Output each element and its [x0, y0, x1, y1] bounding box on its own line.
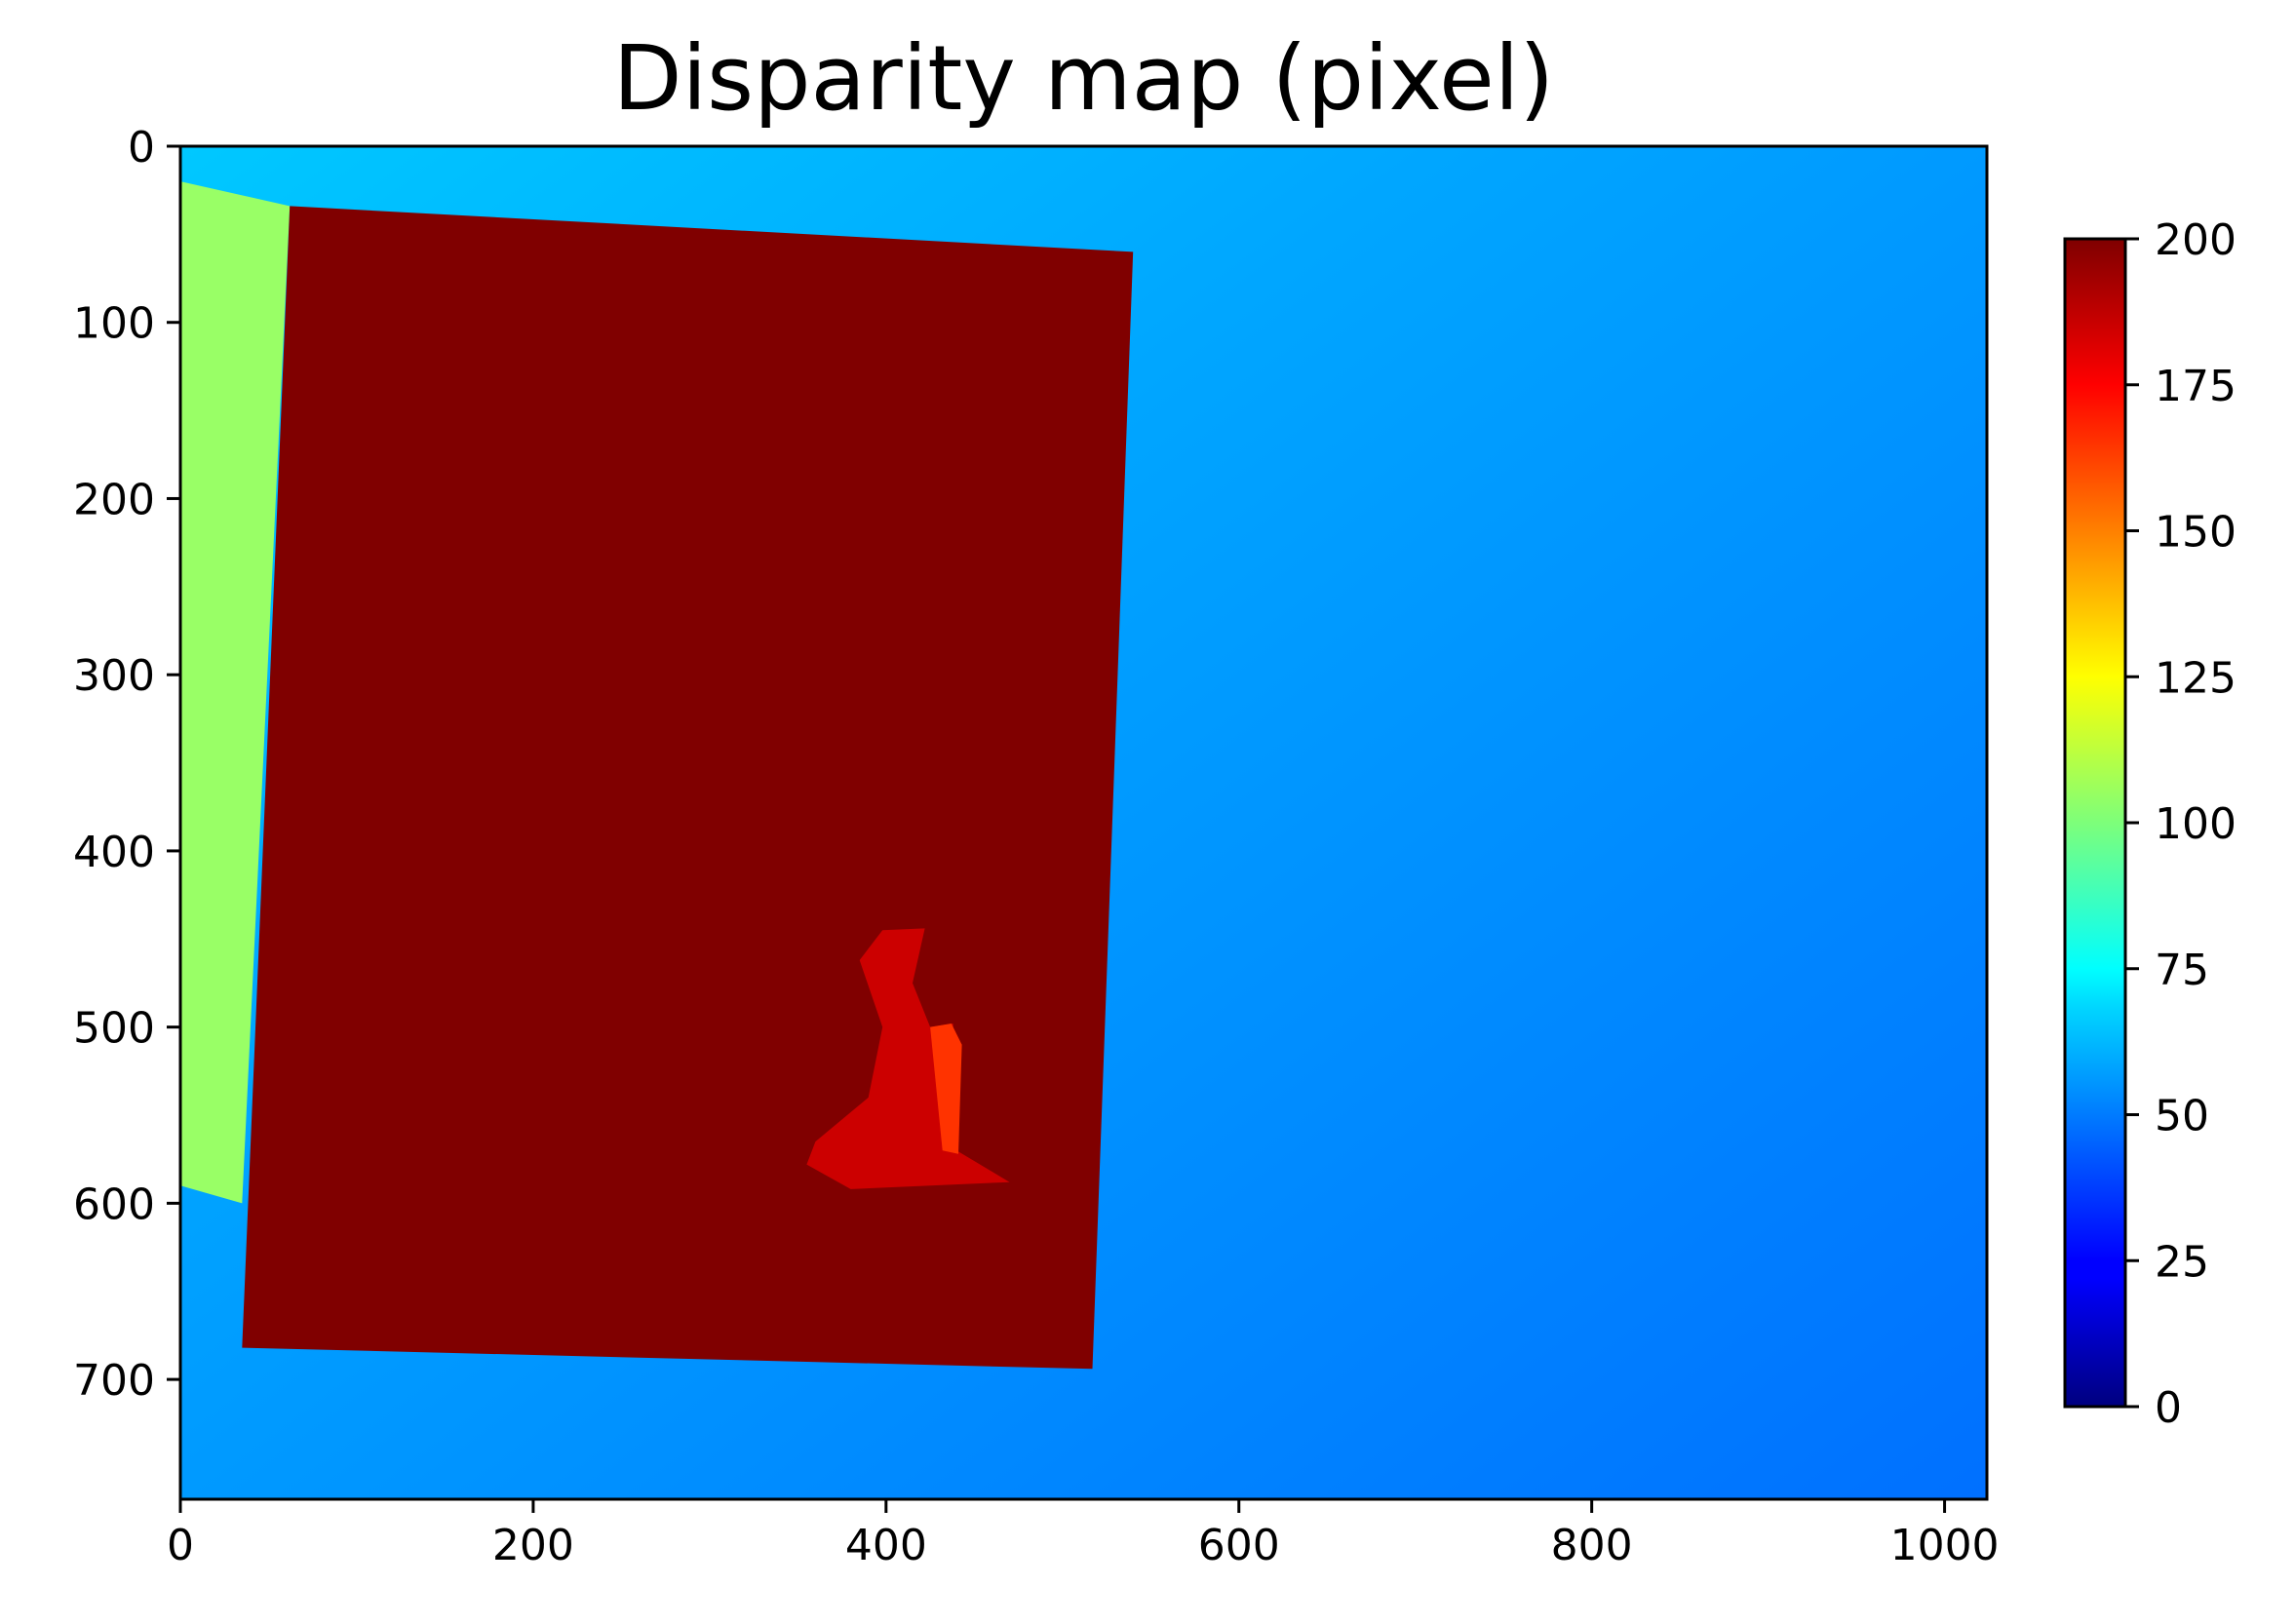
colorbar-tick-label: 175 — [2155, 362, 2237, 411]
colorbar-tick-label: 200 — [2155, 215, 2237, 265]
x-tick-label: 1000 — [1890, 1521, 2000, 1570]
region-board — [242, 206, 1134, 1370]
region-object — [806, 928, 1010, 1189]
colorbar-tick-label: 50 — [2155, 1092, 2209, 1141]
y-tick-label: 500 — [73, 1004, 155, 1054]
y-tick-label: 0 — [128, 123, 155, 173]
y-tick-label: 700 — [73, 1356, 155, 1406]
y-tick-label: 600 — [73, 1179, 155, 1229]
plot-frame — [178, 144, 1989, 1501]
colorbar-tick-label: 100 — [2155, 799, 2237, 849]
y-tick-label: 400 — [73, 828, 155, 877]
y-axis: 0 100 200 300 400 500 600 700 — [73, 123, 180, 1406]
colorbar: 0 25 50 75 100 125 150 175 200 — [2063, 215, 2237, 1433]
x-axis: 0 200 400 600 800 1000 — [167, 1499, 2000, 1570]
y-tick-label: 200 — [73, 475, 155, 524]
colorbar-tick-label: 75 — [2155, 946, 2209, 995]
colorbar-tick-label: 0 — [2155, 1383, 2182, 1433]
x-tick-label: 0 — [167, 1521, 194, 1570]
x-tick-label: 200 — [492, 1521, 574, 1570]
colorbar-tick-label: 125 — [2155, 653, 2237, 703]
colorbar-ticks: 0 25 50 75 100 125 150 175 200 — [2125, 215, 2237, 1433]
y-tick-label: 300 — [73, 651, 155, 701]
plot-area — [180, 146, 1987, 1499]
x-tick-label: 400 — [845, 1521, 927, 1570]
y-tick-label: 100 — [73, 299, 155, 349]
region-left-strip — [180, 181, 291, 1204]
x-tick-label: 800 — [1551, 1521, 1633, 1570]
x-tick-label: 600 — [1198, 1521, 1280, 1570]
region-object-front — [930, 1024, 962, 1154]
colorbar-tick-label: 150 — [2155, 508, 2237, 558]
chart-title: Disparity map (pixel) — [613, 26, 1554, 131]
colorbar-gradient — [2063, 237, 2127, 1409]
colorbar-tick-label: 25 — [2155, 1237, 2209, 1287]
